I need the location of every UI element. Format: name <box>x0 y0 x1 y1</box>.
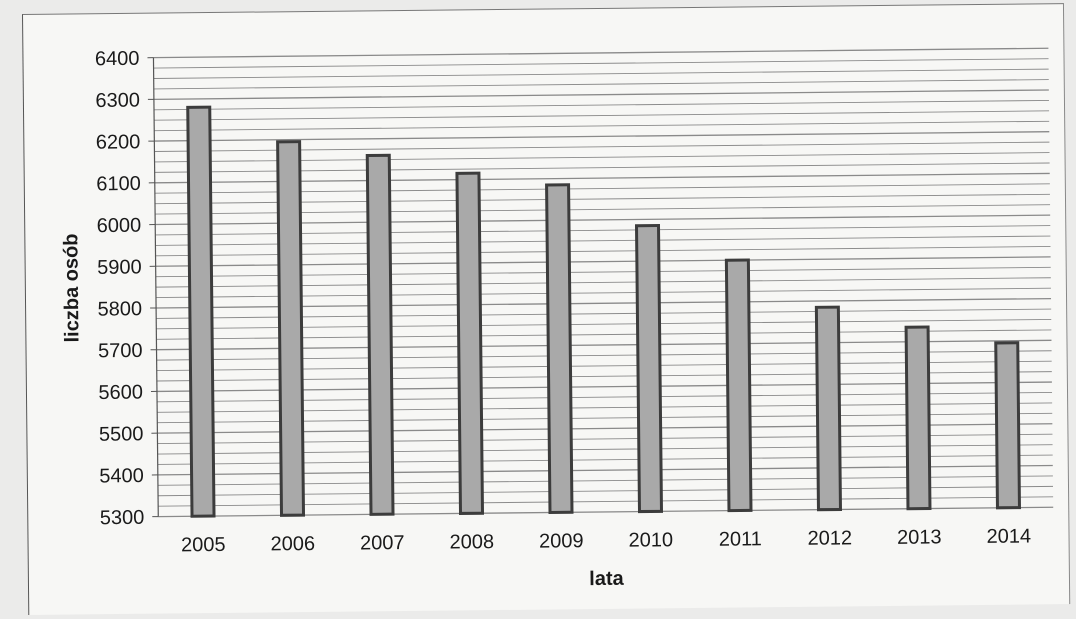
bars <box>186 105 1021 518</box>
minor-gridline <box>157 412 1053 424</box>
x-tick-labels: 2005 2006 2007 2008 2009 2010 2011 2012 2013 2014 <box>181 525 1031 556</box>
y-axis-title: liczba osób <box>60 233 83 342</box>
major-gridline <box>153 47 1049 59</box>
x-tick-label: 2008 <box>449 531 494 553</box>
major-gridline <box>154 131 1050 142</box>
minor-gridline <box>155 245 1051 257</box>
minor-gridline <box>155 225 1051 236</box>
major-gridline <box>155 256 1051 267</box>
bar-chart: 5300 5400 5500 5600 5700 5800 5900 6000 6100 6200… <box>60 47 1054 590</box>
minor-gridline <box>154 193 1050 205</box>
minor-gridline <box>154 183 1050 194</box>
minor-gridline <box>156 360 1052 372</box>
minor-gridline <box>155 277 1051 288</box>
y-tick-label: 6300 <box>95 89 140 111</box>
minor-gridline <box>154 120 1050 132</box>
x-tick-label: 2012 <box>807 527 852 549</box>
major-gridline <box>154 172 1050 184</box>
minor-gridline <box>154 99 1049 111</box>
minor-gridline <box>156 371 1052 382</box>
minor-gridline <box>153 58 1049 69</box>
minor-gridline <box>155 235 1051 246</box>
bar-2012 <box>814 305 842 512</box>
minor-gridline <box>156 329 1052 340</box>
bar-2006 <box>276 140 306 517</box>
gridlines <box>153 47 1054 518</box>
major-gridline <box>156 381 1052 393</box>
minor-gridline <box>155 287 1051 298</box>
x-axis-title: lata <box>589 568 625 590</box>
chart-frame: 5300 5400 5500 5600 5700 5800 5900 6000 6100 6200… <box>22 3 1071 615</box>
x-tick-label: 2014 <box>986 525 1031 547</box>
minor-gridline <box>158 496 1054 507</box>
major-gridline <box>153 89 1049 101</box>
y-tick-label: 5600 <box>98 382 143 404</box>
bar-2010 <box>634 223 664 514</box>
minor-gridline <box>153 79 1049 90</box>
major-gridline <box>158 506 1054 518</box>
y-tick-labels: 5300 5400 5500 5600 5700 5800 5900 6000 6100 6200… <box>95 48 159 529</box>
x-tick-label: 2011 <box>719 528 762 550</box>
y-tick-label: 6100 <box>96 173 141 195</box>
minor-gridline <box>157 475 1053 486</box>
bar-2008 <box>455 171 485 515</box>
minor-gridline <box>157 402 1053 413</box>
minor-gridline <box>155 204 1051 215</box>
bar-2011 <box>724 258 753 513</box>
y-axis-line <box>152 57 159 517</box>
x-tick-label: 2005 <box>181 534 226 556</box>
bar-2007 <box>365 153 395 516</box>
minor-gridline <box>154 152 1050 163</box>
x-tick-label: 2010 <box>628 529 673 551</box>
major-gridline <box>156 339 1052 351</box>
y-tick-label: 5700 <box>98 340 143 362</box>
minor-gridline <box>154 141 1050 152</box>
x-tick-label: 2013 <box>897 526 942 548</box>
minor-gridline <box>157 444 1053 455</box>
major-gridline <box>157 464 1053 476</box>
y-tick-label: 6400 <box>95 48 140 70</box>
minor-gridline <box>157 433 1053 445</box>
y-tick-label: 5300 <box>100 507 145 529</box>
minor-gridline <box>157 392 1053 403</box>
minor-gridline <box>158 485 1054 497</box>
major-gridline <box>157 423 1053 434</box>
y-tick-label: 6200 <box>96 131 141 153</box>
x-tick-label: 2007 <box>360 532 405 554</box>
minor-gridline <box>154 162 1050 173</box>
minor-gridline <box>154 110 1050 121</box>
major-gridline <box>156 297 1052 309</box>
major-gridline <box>155 214 1051 226</box>
minor-gridline <box>156 350 1052 361</box>
y-tick-label: 5500 <box>99 423 144 445</box>
minor-gridline <box>156 308 1052 319</box>
minor-gridline <box>156 319 1052 330</box>
bar-2014 <box>994 341 1021 510</box>
y-tick-label: 5400 <box>99 465 144 487</box>
minor-gridline <box>153 68 1049 79</box>
minor-gridline <box>157 454 1053 465</box>
y-tick-label: 5900 <box>97 256 142 278</box>
x-tick-label: 2009 <box>539 530 584 552</box>
bar-2009 <box>545 183 574 515</box>
bar-2013 <box>904 325 932 511</box>
minor-gridline <box>155 266 1051 278</box>
y-tick-label: 6000 <box>97 215 142 237</box>
x-tick-label: 2006 <box>270 533 315 555</box>
bar-2005 <box>186 105 216 518</box>
y-tick-label: 5800 <box>97 298 142 320</box>
